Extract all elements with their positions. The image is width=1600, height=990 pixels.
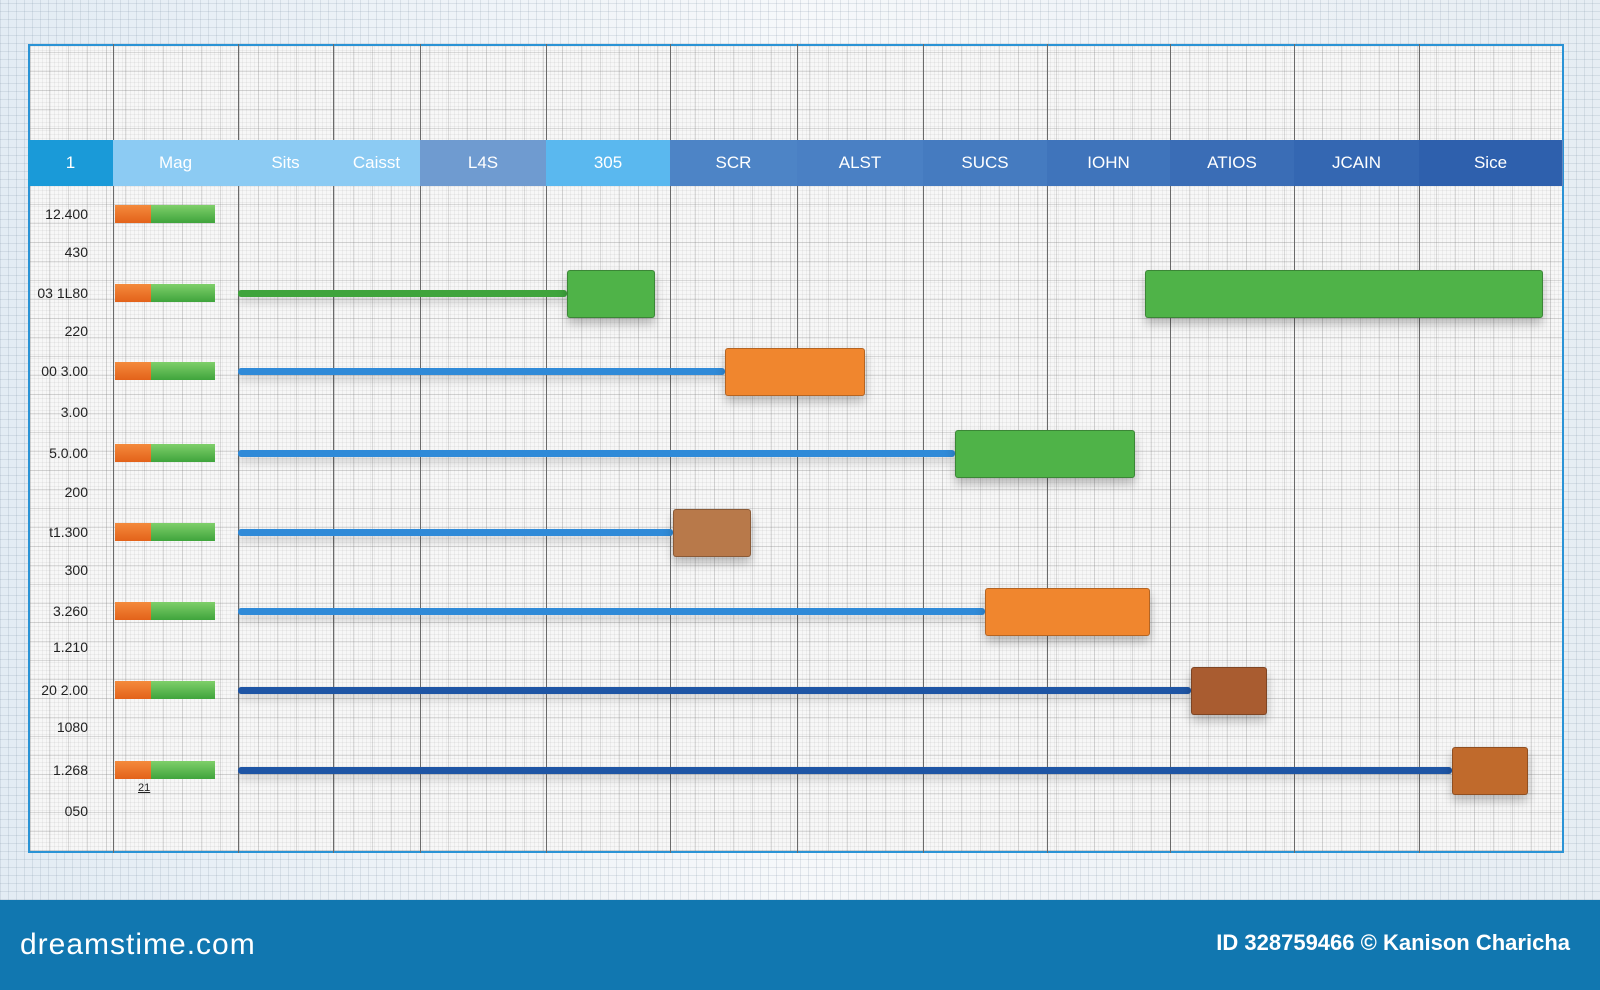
dreamstime-logo: dreamstime.com bbox=[20, 928, 256, 961]
row-label: 5.0.00 bbox=[49, 445, 88, 461]
image-credit: ID 328759466 © Kanison Charicha bbox=[1216, 930, 1570, 955]
column-divider bbox=[113, 44, 114, 853]
chart-annotation: 21 bbox=[138, 782, 151, 794]
column-divider bbox=[1419, 44, 1420, 853]
task-block bbox=[1145, 270, 1543, 318]
column-header: SUCS bbox=[923, 140, 1048, 186]
column-header: SCR bbox=[670, 140, 798, 186]
task-line bbox=[238, 687, 1192, 694]
mini-bar-orange bbox=[115, 444, 151, 462]
task-block bbox=[1451, 747, 1529, 795]
mini-bar-orange bbox=[115, 602, 151, 620]
mini-bar-orange bbox=[115, 284, 151, 302]
column-divider bbox=[670, 44, 671, 853]
column-header: JCAIN bbox=[1294, 140, 1420, 186]
column-header: Sice bbox=[1419, 140, 1563, 186]
row-label: 20 2.00 bbox=[41, 682, 88, 698]
row-label: 1.268 bbox=[52, 762, 88, 778]
row-label: t1.300 bbox=[49, 524, 88, 540]
row-label: 200 bbox=[64, 484, 88, 500]
mini-bar-orange bbox=[115, 761, 151, 779]
row-label: 3.00 bbox=[60, 404, 88, 420]
column-divider bbox=[1170, 44, 1171, 853]
task-line bbox=[238, 450, 956, 457]
task-line bbox=[238, 767, 1452, 774]
mini-bar-green bbox=[151, 444, 215, 462]
row-label: 1080 bbox=[56, 719, 88, 735]
mini-bar-green bbox=[151, 681, 215, 699]
column-divider bbox=[1294, 44, 1295, 853]
mini-bar-green bbox=[151, 205, 215, 223]
column-divider bbox=[238, 44, 239, 853]
column-header: ATIOS bbox=[1170, 140, 1295, 186]
mini-bar-green bbox=[151, 284, 215, 302]
column-divider bbox=[333, 44, 334, 853]
row-label: 12.400 bbox=[45, 206, 88, 222]
column-header: 305 bbox=[546, 140, 671, 186]
row-label: 220 bbox=[64, 323, 88, 339]
task-block bbox=[955, 430, 1136, 478]
row-label: 300 bbox=[64, 562, 88, 578]
mini-bar-orange bbox=[115, 362, 151, 380]
task-line bbox=[238, 368, 725, 375]
column-header: ALST bbox=[797, 140, 924, 186]
mini-bar-orange bbox=[115, 205, 151, 223]
task-line bbox=[238, 290, 568, 297]
row-label: 050 bbox=[64, 803, 88, 819]
task-line bbox=[238, 529, 673, 536]
task-block bbox=[672, 509, 751, 557]
column-header: 1 bbox=[28, 140, 114, 186]
mini-bar-green bbox=[151, 523, 215, 541]
footer-bar: dreamstime.com ID 328759466 © Kanison Ch… bbox=[0, 900, 1600, 990]
row-label: 00 3.00 bbox=[41, 363, 88, 379]
task-line bbox=[238, 608, 985, 615]
task-block bbox=[1191, 667, 1268, 715]
column-header: L4S bbox=[420, 140, 547, 186]
row-label: 3.260 bbox=[52, 603, 88, 619]
task-block bbox=[567, 270, 655, 318]
row-label: 03 1L80 bbox=[37, 285, 88, 301]
mini-bar-green bbox=[151, 362, 215, 380]
column-divider bbox=[546, 44, 547, 853]
column-divider bbox=[923, 44, 924, 853]
task-block bbox=[724, 348, 865, 396]
column-header: Mag bbox=[113, 140, 239, 186]
column-header: Caisst bbox=[333, 140, 421, 186]
column-divider bbox=[420, 44, 421, 853]
mini-bar-orange bbox=[115, 523, 151, 541]
task-block bbox=[985, 588, 1150, 636]
mini-bar-green bbox=[151, 602, 215, 620]
row-label: 1.210 bbox=[52, 639, 88, 655]
mini-bar-orange bbox=[115, 681, 151, 699]
column-divider bbox=[797, 44, 798, 853]
row-label: 430 bbox=[64, 244, 88, 260]
column-header: IOHN bbox=[1047, 140, 1171, 186]
mini-bar-green bbox=[151, 761, 215, 779]
column-header: Sits bbox=[238, 140, 334, 186]
